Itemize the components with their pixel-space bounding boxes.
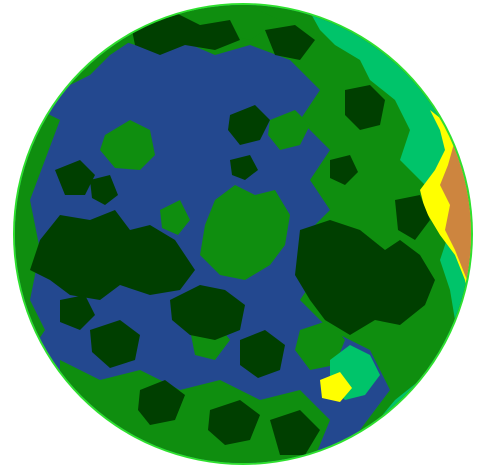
forest-south-4: [270, 410, 320, 455]
forest-southwest: [90, 320, 140, 368]
forest-south-3: [208, 400, 260, 445]
forest-lower-left: [60, 295, 95, 330]
forest-east-small: [330, 155, 358, 185]
grass-patch-nw: [100, 120, 155, 170]
forest-west-2: [90, 175, 118, 205]
forest-central-west: [30, 210, 195, 300]
forest-south-2: [138, 380, 185, 425]
southeast-sand-patch: [320, 372, 352, 402]
forest-midleft: [230, 155, 258, 180]
left-grass-edge: [15, 110, 60, 360]
forest-west: [55, 160, 95, 195]
forest-central-east: [295, 220, 435, 335]
grass-patch-se: [295, 320, 345, 370]
grass-patch-w: [160, 200, 190, 235]
forest-north-2: [265, 25, 315, 60]
grass-patch-ne: [268, 110, 310, 150]
forest-northeast: [345, 85, 385, 130]
coastal-grassland: [120, 5, 471, 463]
forest-east-band: [395, 195, 430, 240]
central-grassland: [200, 185, 290, 280]
eastern-desert: [440, 140, 471, 320]
forest-south: [240, 330, 285, 378]
forest-south-center: [170, 285, 245, 340]
forest-center-north: [228, 105, 270, 145]
